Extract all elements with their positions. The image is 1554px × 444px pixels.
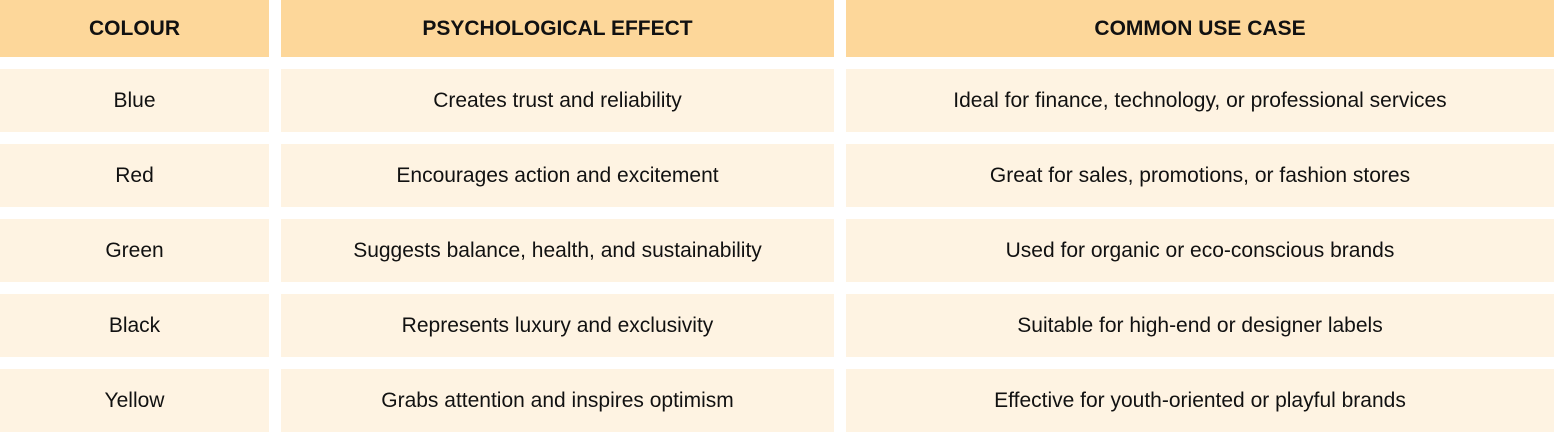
table-row: Red Encourages action and excitement Gre… (0, 144, 1554, 207)
cell-common-use-case: Used for organic or eco-conscious brands (846, 219, 1554, 282)
table-row: Green Suggests balance, health, and sust… (0, 219, 1554, 282)
cell-common-use-case: Effective for youth-oriented or playful … (846, 369, 1554, 432)
colour-psychology-table-container: COLOUR PSYCHOLOGICAL EFFECT COMMON USE C… (0, 0, 1554, 432)
cell-colour: Black (0, 294, 269, 357)
cell-psychological-effect: Encourages action and excitement (281, 144, 834, 207)
table-header-row: COLOUR PSYCHOLOGICAL EFFECT COMMON USE C… (0, 0, 1554, 57)
table-row: Yellow Grabs attention and inspires opti… (0, 369, 1554, 432)
cell-common-use-case: Great for sales, promotions, or fashion … (846, 144, 1554, 207)
cell-common-use-case: Ideal for finance, technology, or profes… (846, 69, 1554, 132)
cell-psychological-effect: Creates trust and reliability (281, 69, 834, 132)
table-row: Blue Creates trust and reliability Ideal… (0, 69, 1554, 132)
header-colour: COLOUR (0, 0, 269, 57)
cell-colour: Blue (0, 69, 269, 132)
cell-colour: Green (0, 219, 269, 282)
header-common-use-case: COMMON USE CASE (846, 0, 1554, 57)
cell-psychological-effect: Grabs attention and inspires optimism (281, 369, 834, 432)
header-psychological-effect: PSYCHOLOGICAL EFFECT (281, 0, 834, 57)
cell-colour: Yellow (0, 369, 269, 432)
cell-psychological-effect: Represents luxury and exclusivity (281, 294, 834, 357)
cell-common-use-case: Suitable for high-end or designer labels (846, 294, 1554, 357)
table-row: Black Represents luxury and exclusivity … (0, 294, 1554, 357)
cell-colour: Red (0, 144, 269, 207)
cell-psychological-effect: Suggests balance, health, and sustainabi… (281, 219, 834, 282)
